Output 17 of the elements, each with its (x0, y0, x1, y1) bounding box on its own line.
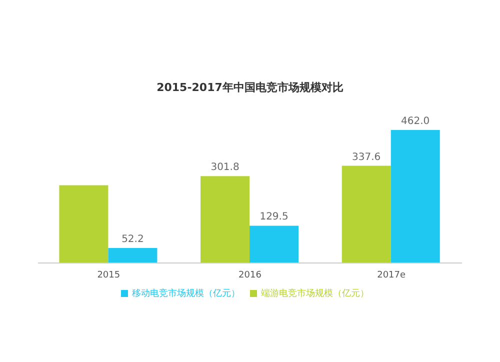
x-tick-label: 2015 (97, 270, 120, 280)
bar (200, 176, 250, 263)
bar (59, 185, 108, 263)
x-tick-label: 2016 (238, 270, 262, 280)
chart-title: 2015-2017年中国电竞市场规模对比 (156, 80, 344, 96)
bar (390, 130, 440, 263)
bar (108, 248, 158, 263)
legend-label: 端游电竞市场规模（亿元） (261, 289, 369, 299)
bar (342, 166, 391, 263)
data-label: 337.6 (352, 152, 381, 163)
data-label: 52.2 (122, 234, 144, 245)
bar (250, 226, 299, 263)
legend-label: 移动电竞市场规模（亿元） (132, 289, 240, 299)
data-label: 129.5 (260, 212, 288, 223)
data-label: 462.0 (401, 116, 430, 127)
data-label: 301.8 (210, 162, 240, 174)
x-tick-label: 2017e (377, 270, 406, 280)
